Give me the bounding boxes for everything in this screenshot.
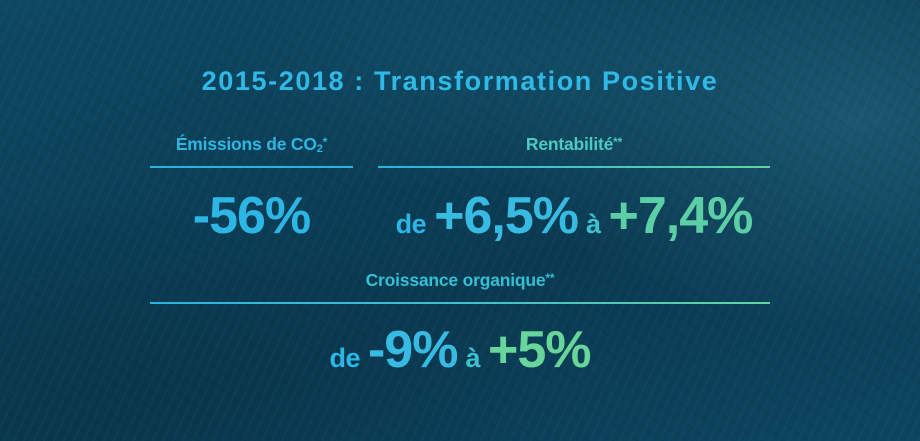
- rentabilite-prefix: de: [395, 209, 427, 239]
- croissance-label: Croissance organique**: [150, 270, 770, 291]
- emissions-label-footnote-mark: *: [322, 135, 328, 149]
- emissions-value-text: -56%: [192, 187, 311, 245]
- emissions-divider: [150, 166, 353, 168]
- page-title: 2015-2018 : Transformation Positive: [201, 66, 719, 96]
- rentabilite-from-value: +6,5%: [434, 187, 579, 245]
- emissions-label-text: Émissions de CO: [175, 134, 317, 154]
- croissance-value: de -9% à +5%: [150, 324, 770, 376]
- rentabilite-value: de +6,5% à +7,4%: [378, 190, 770, 242]
- emissions-value: -56%: [150, 190, 353, 242]
- rentabilite-label: Rentabilité**: [378, 134, 770, 155]
- croissance-label-text: Croissance organique: [365, 270, 546, 290]
- rentabilite-label-footnote-mark: **: [613, 135, 623, 149]
- croissance-from-value: -9%: [367, 321, 458, 379]
- rentabilite-to-value: +7,4%: [608, 187, 754, 245]
- croissance-to-value: +5%: [488, 321, 592, 379]
- rentabilite-label-text: Rentabilité: [525, 134, 614, 154]
- rentabilite-connector: à: [585, 209, 601, 239]
- croissance-label-footnote-mark: **: [545, 271, 555, 285]
- croissance-divider: [150, 302, 770, 304]
- rentabilite-divider: [378, 166, 770, 168]
- emissions-label: Émissions de CO2*: [150, 134, 353, 155]
- emissions-label-subscript: 2: [316, 143, 323, 155]
- croissance-prefix: de: [329, 343, 360, 373]
- croissance-connector: à: [465, 343, 480, 373]
